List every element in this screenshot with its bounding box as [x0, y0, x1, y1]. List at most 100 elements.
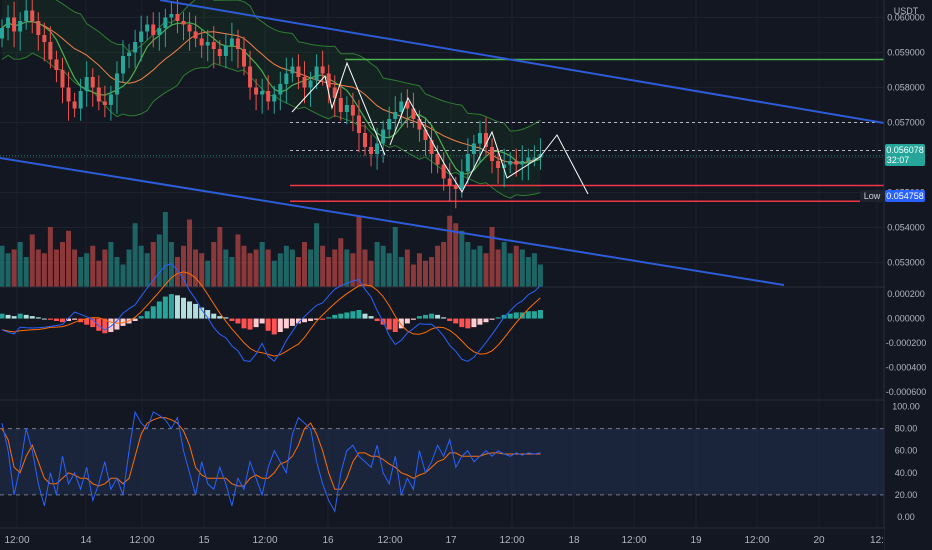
candles [0, 0, 543, 209]
candle-body [399, 101, 404, 112]
time-axis-labels: 12:00 14 12:00 15 12:00 16 12:00 17 12:00 18 12:00… [4, 535, 883, 546]
low-tag[interactable]: Low 0.054758 [860, 190, 925, 202]
candle-body [284, 73, 289, 84]
macd-histogram-bar [489, 318, 495, 320]
volume-bar [501, 242, 507, 287]
macd-histogram-bar [53, 318, 59, 321]
candle-body [477, 133, 482, 144]
volume-bar [429, 257, 435, 287]
macd-histogram-bar [156, 301, 162, 319]
macd-histogram-bar [495, 317, 501, 319]
macd-histogram-bar [477, 318, 483, 325]
macd-histogram-bar [47, 318, 53, 320]
time-axis-label: 17 [445, 535, 457, 546]
macd-histogram-bar [96, 318, 102, 331]
volume-bar [199, 253, 205, 287]
macd-histogram-bar [259, 318, 265, 324]
candle-body [42, 35, 47, 42]
macd-histogram-bar [416, 316, 422, 319]
candle-body [520, 161, 525, 165]
pattern-drawing-1 [291, 61, 386, 156]
macd-signal-line [1, 271, 541, 357]
volume-bar [416, 253, 422, 287]
drawings[interactable] [0, 0, 885, 286]
volume-bar [47, 227, 53, 287]
time-axis[interactable] [0, 528, 884, 550]
volume-bar [66, 230, 72, 287]
volume-bar [156, 234, 162, 287]
candle-body [532, 157, 537, 159]
macd-axis-label: -0.000400 [886, 362, 927, 372]
macd-histogram-bar [223, 317, 229, 319]
candle-body [248, 66, 253, 88]
candle-body [471, 143, 476, 154]
volume-bar [356, 215, 362, 287]
candle-body [102, 101, 107, 105]
volume-bar [537, 264, 543, 287]
volume-bar [410, 264, 416, 287]
volume-bar [23, 257, 29, 287]
volume-bar [138, 245, 144, 287]
time-axis-label: 12:00 [744, 535, 769, 546]
candle-body [332, 87, 337, 98]
volume-bar [144, 253, 150, 287]
volume-bar [374, 242, 380, 287]
volume-bar [465, 242, 471, 287]
time-axis-label: 12:00 [4, 535, 29, 546]
stoch-axis-label: 40.00 [895, 468, 918, 478]
volume-bar [277, 253, 283, 287]
price-axis-label: 0.057000 [887, 118, 925, 128]
macd-histogram-bar [320, 318, 326, 320]
volume-bar [531, 253, 537, 287]
candle-body [199, 38, 204, 46]
volume-bar [295, 257, 301, 287]
macd-histogram-bar [247, 318, 253, 330]
macd-axis-label: 0.000200 [887, 289, 925, 299]
candle-body [417, 119, 422, 130]
macd-histogram-bar [429, 313, 435, 319]
macd-histogram-bar [193, 303, 199, 319]
candle-body [175, 14, 180, 21]
volume-bar [174, 257, 180, 287]
macd-histogram-bar [392, 318, 398, 332]
volume-bar [132, 223, 138, 287]
stoch-axis-labels: 100.00 80.00 60.00 40.00 20.00 0.00 [892, 402, 920, 522]
candle-body [465, 154, 470, 172]
macd-histogram-bar [84, 318, 90, 325]
candle-body [78, 91, 83, 109]
macd-histogram-bar [344, 312, 350, 319]
candle-body [302, 77, 307, 88]
macd-histogram-bar [271, 318, 277, 335]
macd-histogram-bar [513, 312, 519, 319]
stoch-k-line [1, 410, 541, 513]
candle-body [290, 66, 295, 74]
price-axis-label: 0.054000 [887, 223, 925, 233]
volume-bar [162, 212, 168, 287]
stoch-axis-label: 100.00 [892, 402, 920, 412]
last-price-tag[interactable]: 0.056078 32:07 [885, 144, 925, 166]
volume-bar [338, 238, 344, 287]
low-label-bg [860, 190, 884, 202]
time-axis-label: 19 [690, 535, 702, 546]
volume-bar [392, 227, 398, 287]
volume-bar [187, 219, 193, 287]
volume-bar [289, 249, 295, 287]
macd-histogram-bar [362, 313, 368, 319]
candle-body [24, 10, 29, 21]
macd-line [1, 263, 541, 363]
volume-bar [96, 260, 102, 287]
candle-body [72, 101, 77, 109]
macd-histogram-bar [23, 314, 29, 319]
candle-body [393, 112, 398, 119]
volume-bar [441, 242, 447, 287]
macd-histogram-bar [435, 314, 441, 319]
candle-body [496, 161, 501, 168]
candle-body [217, 49, 222, 56]
volume-bar [211, 242, 217, 287]
volume-bar [241, 245, 247, 287]
volume-bar [259, 242, 265, 287]
stoch-axis-label: 60.00 [895, 446, 918, 456]
volume-bar [0, 245, 5, 287]
price-axis[interactable] [884, 0, 932, 550]
